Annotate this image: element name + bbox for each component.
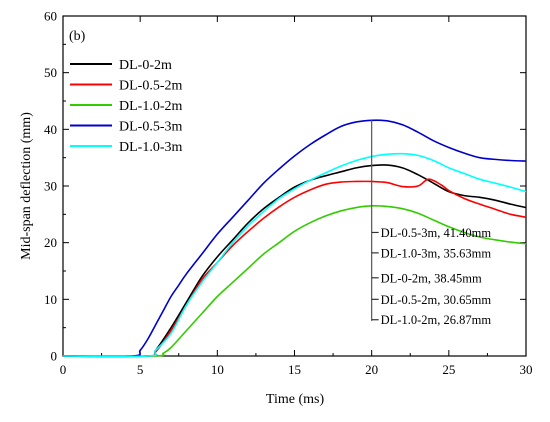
annotation-label: DL-1.0-2m, 26.87mm [381, 313, 492, 327]
y-tick-label: 30 [44, 179, 57, 194]
legend-label: DL-0-2m [119, 58, 172, 73]
peak-annotation: DL-0.5-3m, 41.40mm DL-1.0-3m, 35.63mm DL-0… [371, 120, 492, 327]
y-tick-label: 0 [51, 349, 58, 364]
series-line-dl-0-5-2m [62, 178, 527, 358]
y-tick-label: 60 [44, 9, 57, 24]
panel-label: (b) [69, 29, 86, 44]
series-lines [62, 119, 527, 358]
x-tick-label: 15 [288, 362, 301, 377]
axes: 0 5 10 15 20 25 30 0 10 20 30 40 50 60 [44, 9, 533, 378]
annotation-label: DL-0.5-2m, 30.65mm [381, 293, 492, 307]
series-line-dl-1-0-2m [62, 204, 527, 358]
x-tick-label: 25 [442, 362, 455, 377]
x-tick-label: 30 [520, 362, 533, 377]
annotation-label: DL-1.0-3m, 35.63mm [381, 246, 492, 260]
annotation-label: DL-0.5-3m, 41.40mm [381, 226, 492, 240]
y-axis-title: Mid-span deflection (mm) [19, 112, 34, 260]
legend: DL-0-2m DL-0.5-2m DL-1.0-2m DL-0.5-3m DL-1.0… [70, 58, 182, 155]
x-tick-label: 10 [211, 362, 224, 377]
x-axis-title: Time (ms) [266, 392, 325, 407]
legend-label: DL-1.0-3m [119, 140, 182, 155]
series-line-dl-0-5-3m [62, 119, 527, 358]
y-tick-label: 10 [44, 292, 57, 307]
y-tick-label: 40 [44, 122, 57, 137]
series-line-dl-1-0-3m [62, 152, 527, 358]
y-tick-label: 20 [44, 235, 57, 250]
x-tick-label: 5 [137, 362, 144, 377]
series-line-dl-0-2m [62, 164, 527, 358]
legend-label: DL-1.0-2m [119, 99, 182, 114]
legend-label: DL-0.5-2m [119, 79, 182, 94]
x-tick-label: 0 [60, 362, 67, 377]
legend-label: DL-0.5-3m [119, 120, 182, 135]
y-tick-label: 50 [44, 65, 57, 80]
annotation-label: DL-0-2m, 38.45mm [381, 271, 482, 285]
x-tick-label: 20 [365, 362, 378, 377]
